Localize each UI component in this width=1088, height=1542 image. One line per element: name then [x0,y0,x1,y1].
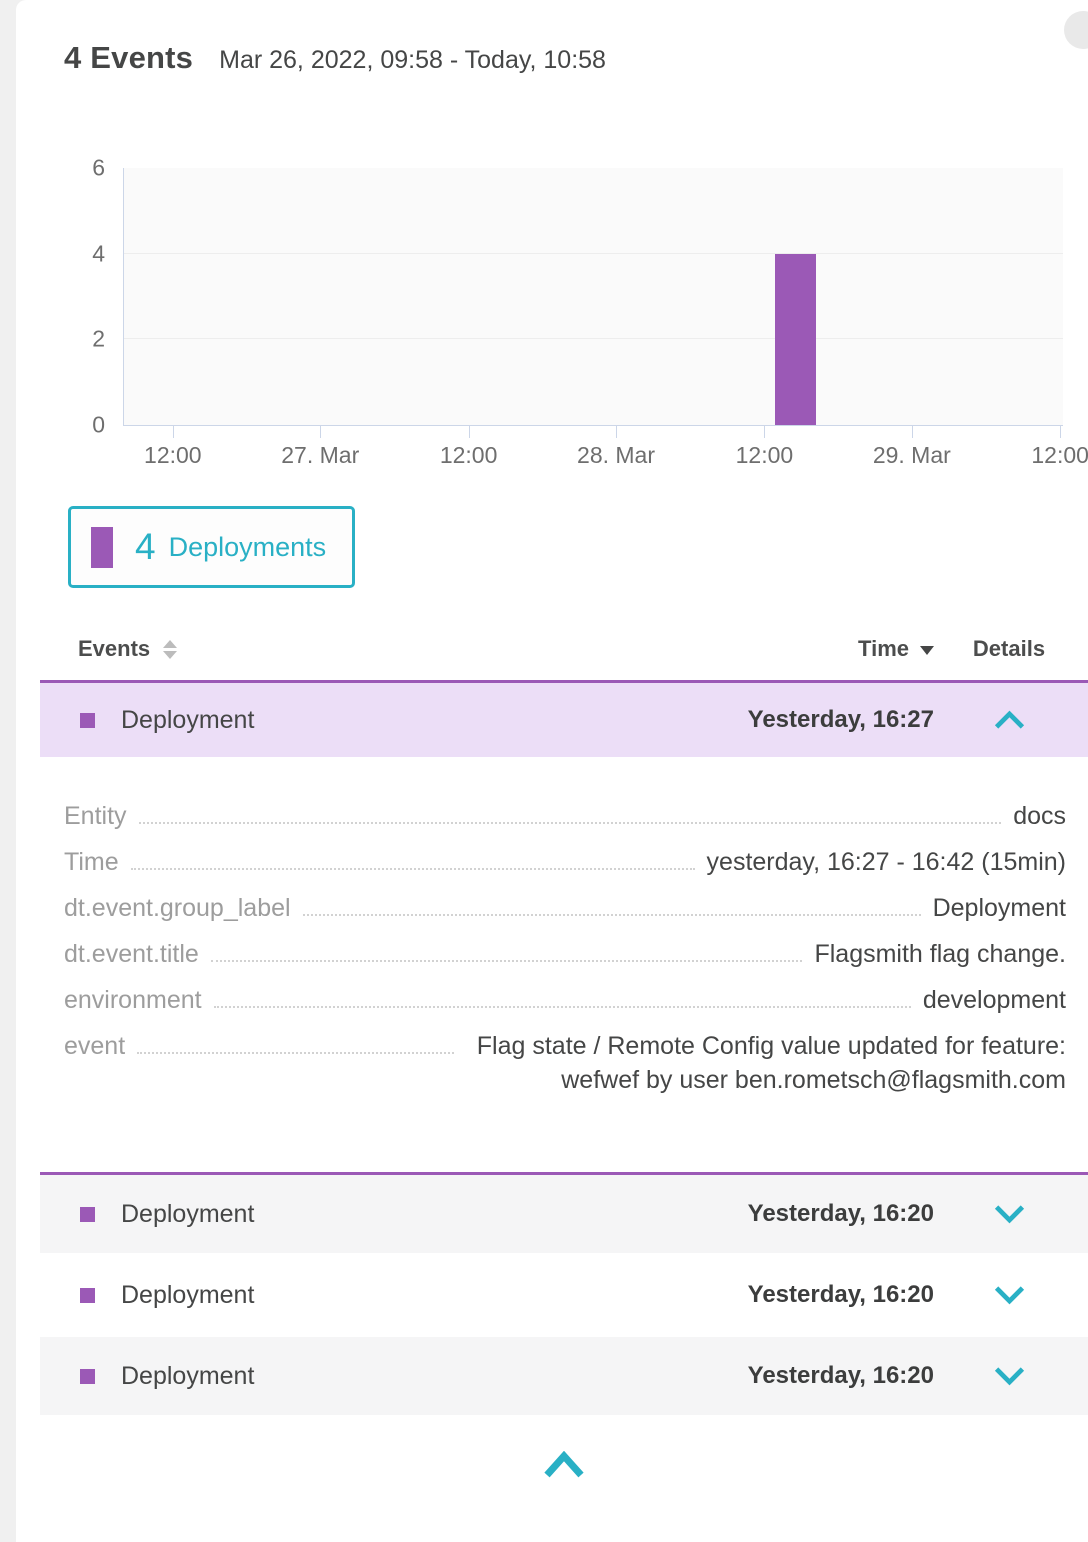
event-time: Yesterday, 16:20 [747,1200,934,1227]
sort-up-icon [163,639,178,648]
events-table: Events Time Details Deployment Yesterday… [40,618,1088,1479]
dotted-leader [210,960,803,962]
scroll-indicator[interactable] [1064,11,1088,49]
detail-row: dt.event.group_label Deployment [64,891,1066,925]
x-axis-label: 12:00 [1031,442,1088,468]
collapse-panel-button[interactable] [40,1451,1088,1479]
x-axis-tick [1060,425,1062,438]
x-axis-label: 27. Mar [281,442,360,468]
chevron-down-icon [994,1367,1024,1386]
expand-row-button[interactable] [934,1366,1084,1386]
deployment-square-icon [80,1368,95,1384]
event-time: Yesterday, 16:20 [747,1281,934,1308]
deployment-square-icon [80,712,95,728]
detail-value: Flagsmith flag change. [814,940,1066,968]
chevron-down-icon [994,1286,1024,1305]
legend-label: Deployments [168,531,327,562]
event-type-label: Deployment [121,1280,255,1309]
timeframe-label: Mar 26, 2022, 09:58 - Today, 10:58 [219,46,606,74]
caret-down-icon [920,645,934,655]
x-axis-label: 12:00 [735,442,794,468]
detail-label: Entity [64,802,127,830]
detail-label: Time [64,848,119,876]
gridline-2 [124,338,1063,340]
events-panel: 4 Events Mar 26, 2022, 09:58 - Today, 10… [16,0,1088,1542]
x-axis-label: 12:00 [439,442,498,468]
sort-icon[interactable] [163,639,178,659]
chevron-down-icon [994,1205,1024,1224]
detail-label: environment [64,986,202,1014]
dotted-leader [138,822,1002,824]
dotted-leader [302,914,921,916]
x-axis-label: 28. Mar [577,442,656,468]
x-axis-label: 29. Mar [872,442,951,468]
detail-value: development [922,986,1066,1014]
detail-value: Deployment [932,894,1066,922]
event-time: Yesterday, 16:27 [747,706,934,733]
chart-bar[interactable] [775,253,816,425]
event-type-label: Deployment [121,1361,255,1390]
x-axis-tick [911,425,913,438]
chevron-up-icon [544,1451,584,1478]
y-axis-tick: 0 [92,411,105,438]
x-axis-tick [172,425,174,438]
detail-value: docs [1013,802,1066,830]
deployment-square-icon [80,1287,95,1303]
legend-count: 4 [135,526,156,567]
expand-row-button[interactable] [934,1285,1084,1305]
column-header-details: Details [972,636,1046,661]
dotted-leader [130,868,695,870]
event-details-panel: Entity docs Time yesterday, 16:27 - 16:4… [40,757,1088,1175]
dotted-leader [213,1006,911,1008]
table-row[interactable]: Deployment Yesterday, 16:20 [40,1256,1088,1334]
column-header-events[interactable]: Events [78,636,151,661]
event-time: Yesterday, 16:20 [747,1362,934,1389]
detail-row: dt.event.title Flagsmith flag change. [64,937,1066,971]
y-axis-tick: 4 [92,240,105,267]
detail-row: environment development [64,983,1066,1017]
x-axis-label: 12:00 [144,442,202,468]
deployment-square-icon [80,1206,95,1222]
y-axis-tick: 6 [92,154,105,181]
panel-header: 4 Events Mar 26, 2022, 09:58 - Today, 10… [16,0,1088,76]
detail-label: dt.event.group_label [64,894,291,922]
detail-row: Entity docs [64,799,1066,833]
events-bar-chart: 0 2 4 6 12:00 27. Mar 12:00 28. Mar 12:0… [92,155,1088,469]
chevron-up-icon [994,710,1024,729]
x-axis-tick [616,425,618,438]
y-axis-tick: 2 [92,325,105,352]
table-row[interactable]: Deployment Yesterday, 16:20 [40,1337,1088,1415]
detail-value: yesterday, 16:27 - 16:42 (15min) [706,848,1066,876]
dotted-leader [137,1052,454,1054]
table-header: Events Time Details [40,618,1088,680]
detail-row: event Flag state / Remote Config value u… [64,1029,1066,1097]
expand-row-button[interactable] [934,1204,1084,1224]
x-axis-tick [320,425,322,438]
sort-down-icon [163,650,178,659]
table-row[interactable]: Deployment Yesterday, 16:27 [40,680,1088,757]
event-type-label: Deployment [121,705,255,734]
x-axis-tick [764,425,766,438]
detail-value: Flag state / Remote Config value updated… [476,1032,1066,1094]
x-axis-tick [468,425,470,438]
detail-label: event [64,1032,126,1060]
detail-row: Time yesterday, 16:27 - 16:42 (15min) [64,845,1066,879]
column-header-time[interactable]: Time [858,636,934,662]
legend-deployments-toggle[interactable]: 4 Deployments [68,506,356,588]
page-title: 4 Events [64,40,194,75]
collapse-row-button[interactable] [934,710,1084,730]
legend-swatch [91,526,113,568]
table-row[interactable]: Deployment Yesterday, 16:20 [40,1175,1088,1253]
event-type-label: Deployment [121,1199,255,1228]
gridline-4 [124,252,1063,254]
detail-label: dt.event.title [64,940,199,968]
